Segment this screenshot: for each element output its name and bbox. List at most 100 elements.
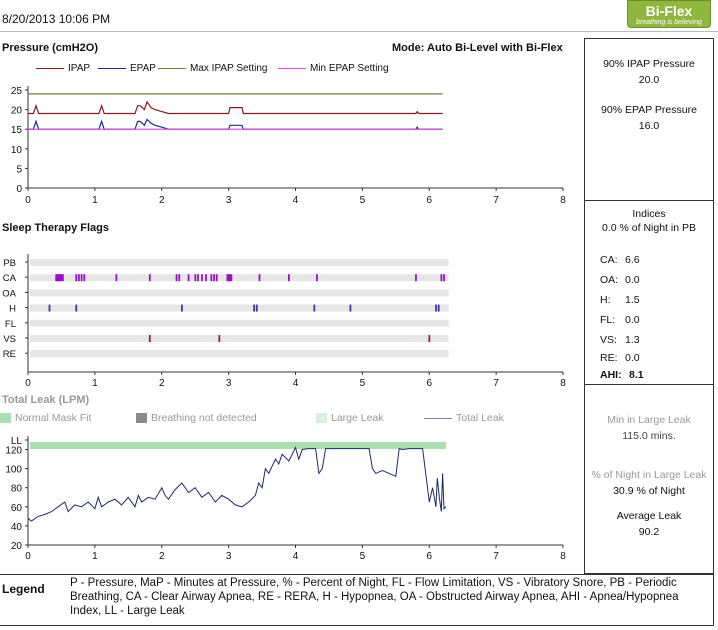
x-tick-label: 1 <box>92 551 98 562</box>
series-ipap <box>28 100 443 115</box>
flag-track-re <box>30 350 449 358</box>
flag-row-label: PB <box>3 258 16 269</box>
flag-event-ca <box>57 274 60 282</box>
flag-row-label: CA <box>3 273 17 284</box>
flag-event-ca <box>56 274 59 282</box>
average-leak-stat: Average Leak 90.2 <box>585 508 713 540</box>
pressure-title: Pressure (cmH2O) <box>2 42 98 54</box>
ahi-value: 8.1 <box>629 369 644 381</box>
index-value: 6.6 <box>625 254 640 266</box>
brand-tagline: breathing is believing <box>636 19 702 26</box>
x-tick-label: 7 <box>493 195 499 206</box>
flag-event-h <box>349 304 352 312</box>
index-label: CA: <box>600 254 618 266</box>
min-large-leak-label: Min in Large Leak <box>607 414 691 426</box>
flag-row-label: RE <box>3 349 16 360</box>
epap-stat-label: 90% EPAP Pressure <box>601 104 697 116</box>
flag-track-fl <box>30 319 449 327</box>
normal-fit-swatch <box>0 413 11 423</box>
flag-event-ca <box>194 274 197 282</box>
y-tick-label: 0 <box>16 184 22 195</box>
y-tick-label: 40 <box>11 522 23 533</box>
not-detected-swatch <box>136 413 147 423</box>
flag-event-ca <box>187 274 190 282</box>
x-tick-label: 8 <box>560 195 566 206</box>
x-tick-label: 7 <box>493 378 499 389</box>
pressure-legend-min-epap: Min EPAP Setting <box>278 63 389 74</box>
leak-title: Total Leak (LPM) <box>2 394 90 406</box>
flag-event-vs <box>428 335 431 342</box>
flag-track-pb <box>30 259 449 266</box>
x-tick-label: 2 <box>159 378 165 389</box>
y-tick-label: 20 <box>11 106 23 117</box>
index-vs: VS: 1.3 <box>600 334 640 346</box>
x-tick-label: 3 <box>226 195 232 206</box>
legend-label: Breathing not detected <box>151 412 257 424</box>
flag-event-ca <box>175 274 178 282</box>
index-value: 0.0 <box>625 314 640 326</box>
index-fl: FL: 0.0 <box>600 314 640 326</box>
flag-event-ca <box>258 274 261 282</box>
average-leak-value: 90.2 <box>638 526 660 538</box>
flag-event-ca <box>226 274 229 282</box>
ipap-stat-value: 20.0 <box>638 74 660 86</box>
leak-legend-large: Large Leak <box>316 412 384 424</box>
right-panel-divider-2 <box>584 384 714 385</box>
ipap-stat-label: 90% IPAP Pressure <box>603 58 695 70</box>
right-panel-frame <box>584 38 714 574</box>
index-label: OA: <box>600 274 619 286</box>
epap-stat-value: 16.0 <box>638 120 660 132</box>
flag-event-ca <box>316 274 318 282</box>
average-leak-label: Average Leak <box>616 510 682 522</box>
flag-event-ca <box>59 274 62 282</box>
y-tick-label: 15 <box>11 125 23 136</box>
legend-frame <box>0 574 714 626</box>
index-value: 0.0 <box>625 274 640 286</box>
flags-chart: PB CA OA H FL VS RE 0 1 2 3 4 5 6 7 8 <box>2 254 566 389</box>
ahi-label: AHI: <box>600 369 622 381</box>
legend-text: P - Pressure, MaP - Minutes at Pressure,… <box>70 577 679 617</box>
x-tick-label: 3 <box>226 551 232 562</box>
index-value: 1.5 <box>625 294 640 306</box>
pressure-chart: 0 5 10 15 20 25 0 1 2 3 4 5 6 7 8 <box>11 86 566 206</box>
flag-event-ca <box>83 274 86 282</box>
flag-track-oa <box>30 289 449 297</box>
flag-track-h <box>30 304 449 312</box>
legend-label: Normal Mask Fit <box>15 412 92 424</box>
y-tick-label: 20 <box>11 541 23 552</box>
top-divider <box>0 31 718 32</box>
pct-large-leak-stat: % of Night in Large Leak 30.9 % of Night <box>585 467 713 499</box>
flag-event-ca <box>61 274 64 282</box>
leak-legend-not-detected: Breathing not detected <box>136 412 257 424</box>
legend-label: IPAP <box>68 63 91 74</box>
flag-event-h <box>313 304 316 312</box>
flag-track-ca <box>30 274 449 282</box>
flag-row-label: FL <box>5 319 16 330</box>
x-tick-label: 5 <box>360 378 366 389</box>
flag-event-ca <box>197 274 199 282</box>
x-tick-label: 4 <box>293 378 299 389</box>
flag-event-vs <box>148 335 151 342</box>
flag-row-label: OA <box>2 288 16 299</box>
x-tick-label: 8 <box>560 378 566 389</box>
flag-event-ca <box>55 274 58 282</box>
x-tick-label: 4 <box>293 195 299 206</box>
large-leak-swatch <box>316 413 327 423</box>
flag-event-ca <box>230 274 233 282</box>
pct-large-leak-label: % of Night in Large Leak <box>591 469 707 481</box>
y-tick-label: 10 <box>11 145 23 156</box>
pressure-legend-ipap: IPAP <box>36 63 90 74</box>
total-leak-swatch <box>424 417 452 419</box>
pressure-legend-epap: EPAP <box>98 63 156 74</box>
flag-event-ca <box>201 274 203 282</box>
flag-event-h <box>75 304 78 312</box>
index-ahi: AHI: 8.1 <box>600 369 644 381</box>
flag-event-h <box>48 304 51 312</box>
min-large-leak-value: 115.0 mins. <box>622 430 676 442</box>
x-tick-label: 7 <box>493 551 499 562</box>
x-tick-label: 6 <box>426 195 432 206</box>
flag-event-ca <box>229 274 231 282</box>
flag-event-ca <box>205 274 207 282</box>
flag-event-h <box>435 304 437 312</box>
flag-row-label: VS <box>3 334 16 345</box>
